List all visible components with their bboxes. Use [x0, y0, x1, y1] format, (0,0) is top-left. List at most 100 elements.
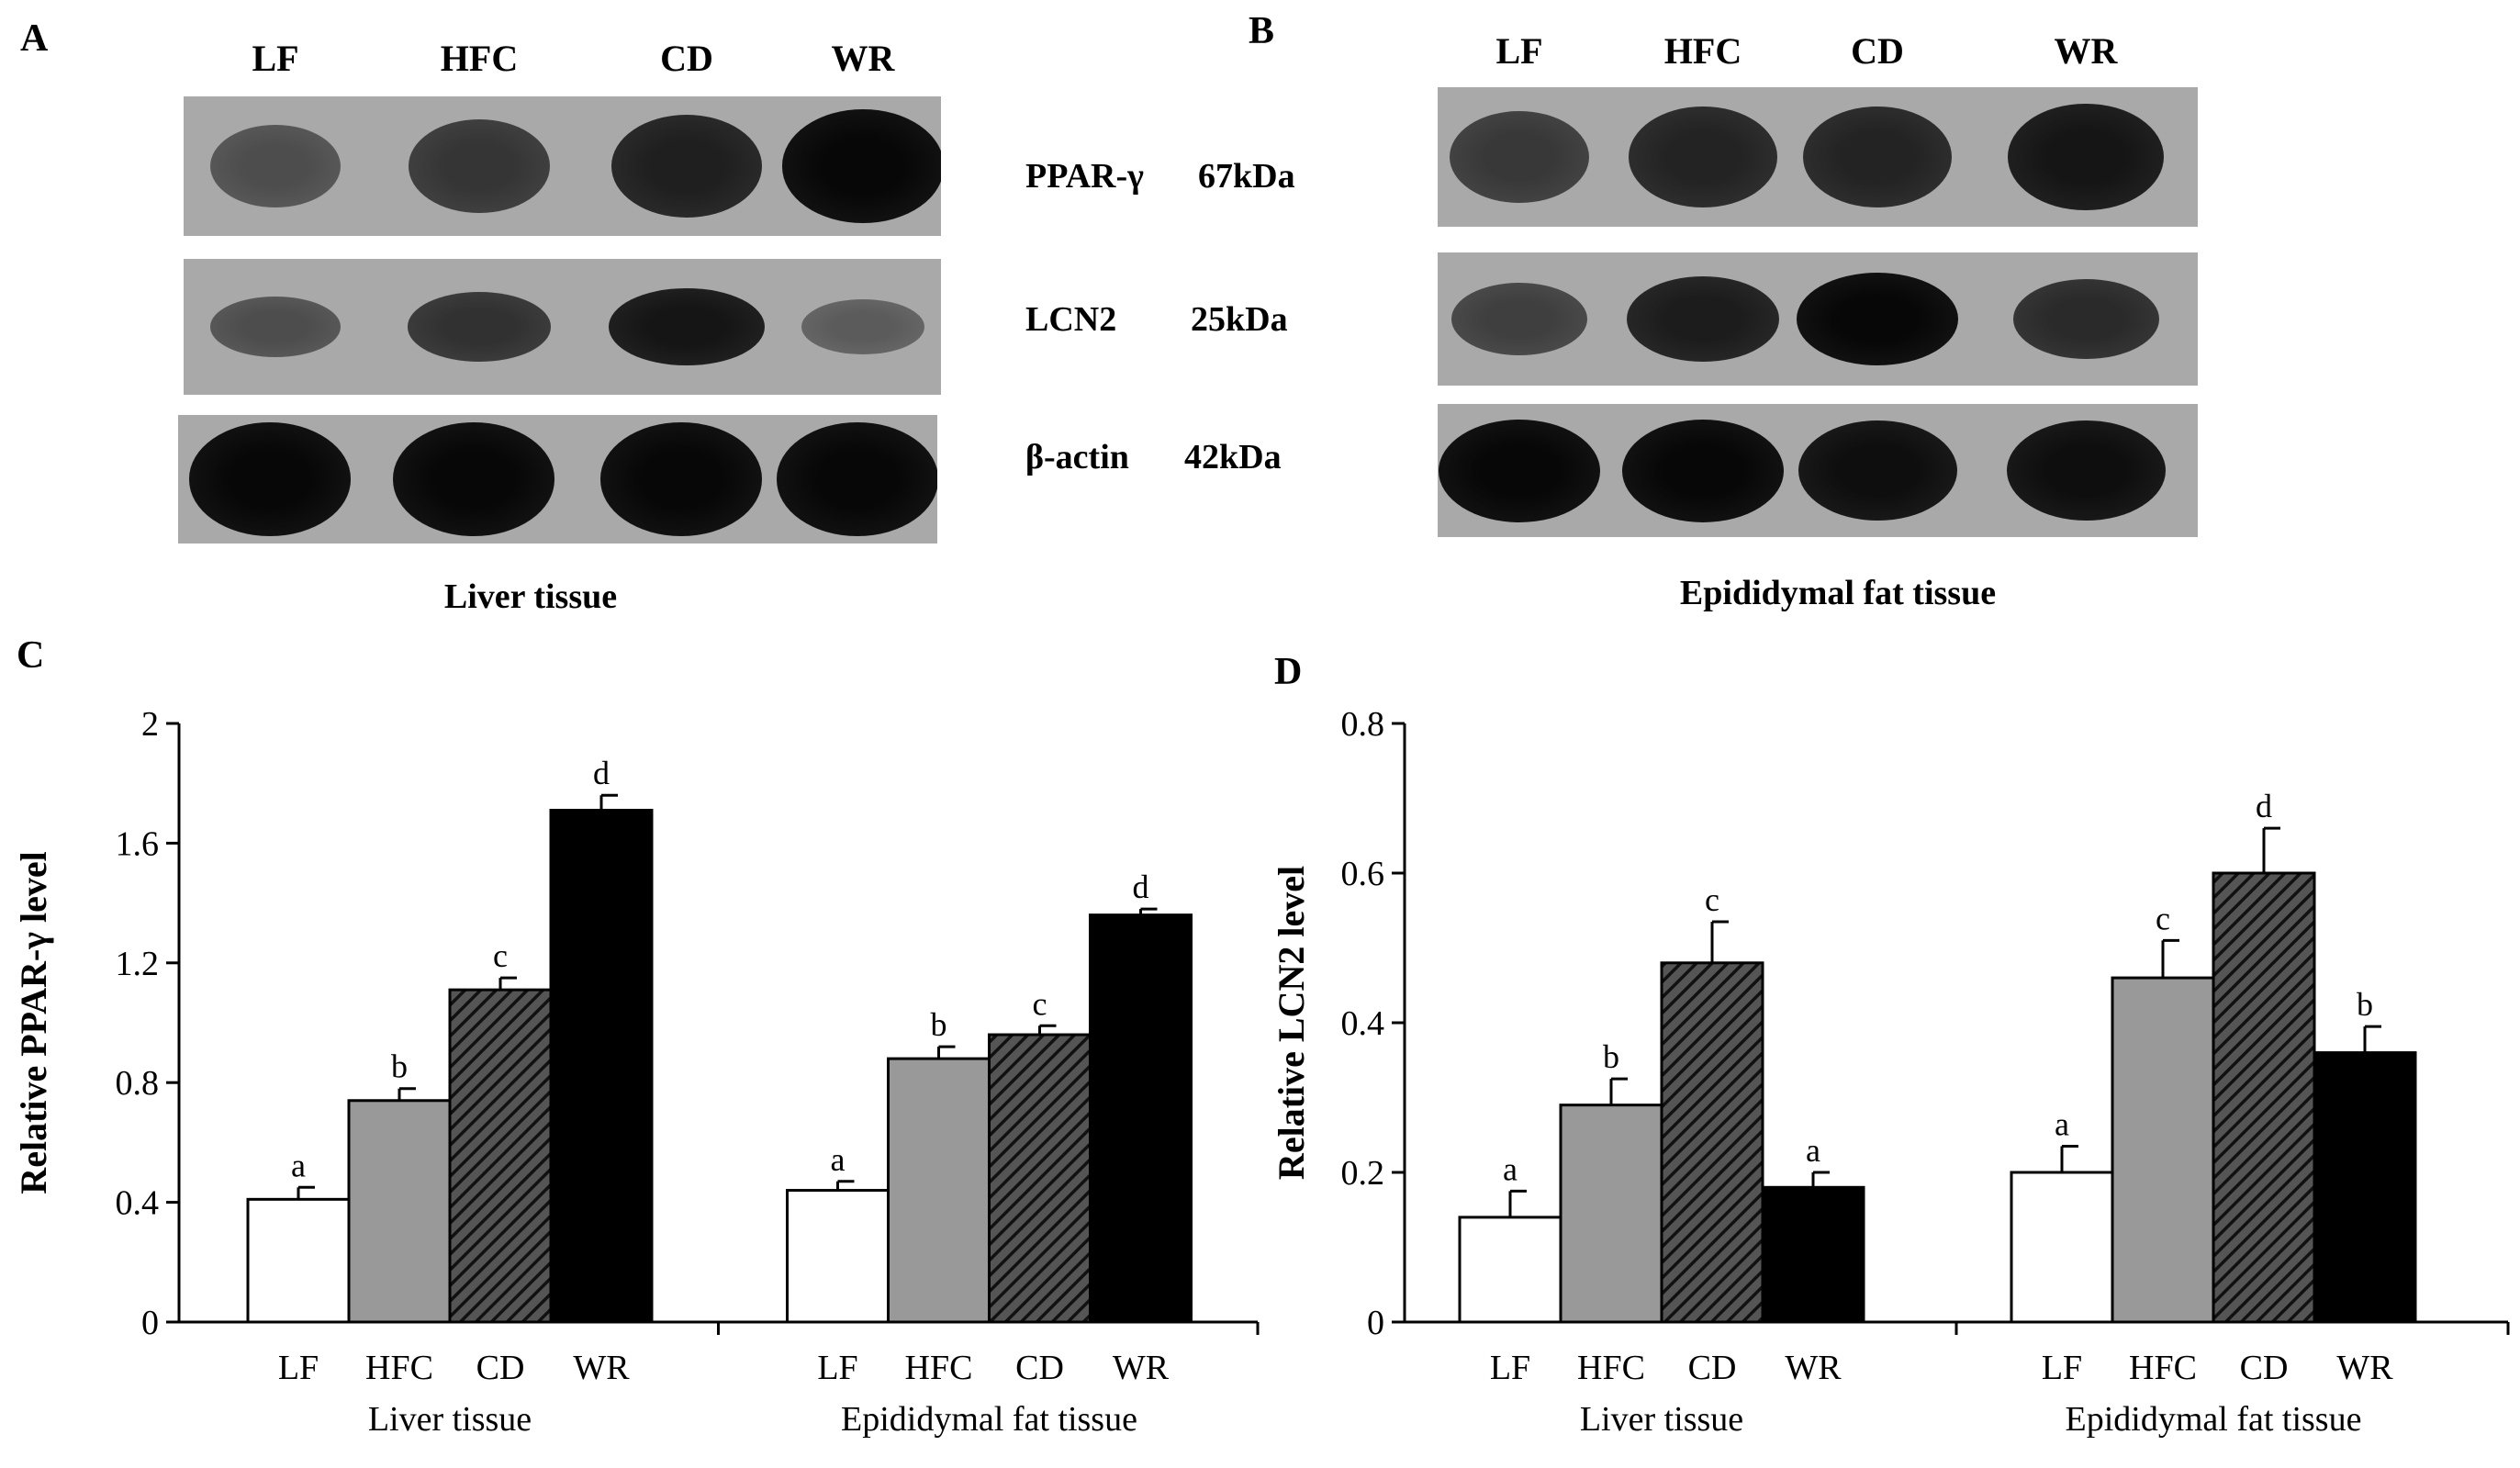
blot-b-ppar-band-4 — [2008, 103, 2164, 211]
blot-a-ppar-band-4 — [781, 109, 941, 223]
chart-c-bar-g2-hfc — [887, 1057, 991, 1324]
chart-c-group-label-2: Epididymal fat tissue — [841, 1400, 1137, 1439]
chart-c-bar-g1-wr — [549, 809, 654, 1324]
panel-c-letter: C — [17, 634, 45, 677]
blot-a-lcn2-strip — [184, 259, 941, 395]
blot-b-actin-band-2 — [1621, 419, 1785, 522]
blot-a-actin-band-4 — [776, 422, 937, 536]
chart-d-sig-letter-g2-1: a — [2055, 1105, 2069, 1142]
chart-c-y-tick-label-0: 0 — [141, 1304, 159, 1342]
chart-c-sig-letter-g1-2: b — [391, 1048, 408, 1085]
chart-d-x-tick-label-g2-1: LF — [2042, 1349, 2082, 1387]
blot-b-actin-band-3 — [1798, 420, 1957, 521]
panel-d-letter: D — [1274, 651, 1303, 693]
chart-d-x-tick-label-g2-3: CD — [2240, 1349, 2289, 1387]
chart-c-y-tick-label-2: 0.8 — [116, 1064, 160, 1103]
chart-c-x-tick-label-g2-3: CD — [1015, 1349, 1064, 1387]
blot-a-lcn2-band-3 — [609, 287, 765, 366]
marker-lcn2-size: 25kDa — [1191, 300, 1288, 339]
blot-a-actin-band-1 — [188, 422, 352, 536]
chart-c-x-tick-label-g1-2: HFC — [365, 1349, 433, 1387]
chart-d-sig-letter-g1-2: b — [1603, 1038, 1619, 1075]
blot-b-lane-lf: LF — [1495, 30, 1543, 72]
chart-c-bar-g1-cd — [448, 988, 553, 1324]
chart-d-bar-g2-wr — [2313, 1051, 2417, 1324]
chart-c-x-tick-label-g1-3: CD — [476, 1349, 525, 1387]
chart-c-y-tick-label-5: 2 — [141, 705, 159, 744]
chart-c-x-tick-label-g1-1: LF — [278, 1349, 319, 1387]
chart-d-y-tick-label-2: 0.4 — [1341, 1004, 1385, 1043]
chart-d-sig-letter-g1-4: a — [1806, 1132, 1820, 1169]
chart-d-y-tick-label-1: 0.2 — [1341, 1154, 1385, 1193]
chart-c-group-label-1: Liver tissue — [368, 1400, 532, 1439]
chart-d-x-tick-label-g1-2: HFC — [1577, 1349, 1645, 1387]
blot-a-actin-band-3 — [599, 422, 763, 536]
blot-b-lcn2-strip — [1438, 252, 2198, 386]
chart-c-x-tick-label-g2-2: HFC — [905, 1349, 973, 1387]
marker-lcn2-protein: LCN2 — [1025, 300, 1117, 339]
chart-c-bar-g2-cd — [988, 1033, 1092, 1324]
chart-c-y-tick-label-3: 1.2 — [116, 945, 160, 983]
chart-d-sig-letter-g2-2: c — [2156, 900, 2170, 936]
chart-d-x-tick-label-g1-1: LF — [1490, 1349, 1530, 1387]
blot-b-lane-wr: WR — [2054, 30, 2118, 72]
blot-a-actin-band-2 — [392, 422, 555, 536]
chart-d-y-axis-label: Relative LCN2 level — [1271, 866, 1312, 1180]
chart-d-bar-g2-lf — [2010, 1171, 2114, 1324]
chart-d-x-tick-label-g1-3: CD — [1688, 1349, 1737, 1387]
chart-d-group-label-1: Liver tissue — [1580, 1400, 1743, 1439]
blot-a-lane-hfc: HFC — [440, 38, 519, 79]
chart-c-x-tick-label-g1-4: WR — [573, 1349, 630, 1387]
chart-c-sig-letter-g2-1: a — [831, 1141, 846, 1178]
blot-b-actin-band-4 — [2006, 420, 2166, 521]
chart-d-sig-letter-g1-1: a — [1503, 1150, 1518, 1187]
blot-a-caption: Liver tissue — [443, 577, 618, 616]
chart-d-sig-letter-g2-4: b — [2357, 986, 2373, 1023]
chart-c-sig-letter-g2-2: b — [931, 1006, 947, 1043]
blot-b-lcn2-band-3 — [1796, 273, 1959, 365]
chart-d-x-tick-label-g1-4: WR — [1785, 1349, 1842, 1387]
chart-c-ppar: 0 0.4 0.8 1.2 1.6 2 Relative PPAR-γ level a LF b H… — [13, 705, 1260, 1439]
blot-a-lane-cd: CD — [660, 38, 713, 79]
chart-c-bar-g2-lf — [786, 1189, 890, 1324]
panel-b-letter: B — [1249, 10, 1275, 52]
chart-d-sig-letter-g2-3: d — [2256, 788, 2272, 824]
chart-c-sig-letter-g2-4: d — [1133, 868, 1149, 905]
blot-a-actin-strip — [178, 415, 937, 543]
blot-a-ppar-band-2 — [409, 119, 550, 213]
marker-actin-size: 42kDa — [1184, 438, 1282, 476]
chart-c-bar-g2-wr — [1089, 913, 1193, 1324]
chart-c-bar-g1-lf — [246, 1197, 351, 1324]
blot-b-ppar-band-1 — [1450, 110, 1589, 204]
chart-d-y-tick-label-4: 0.8 — [1341, 705, 1385, 744]
chart-d-x-tick-label-g2-2: HFC — [2129, 1349, 2197, 1387]
blot-a-lcn2-band-1 — [210, 297, 341, 357]
chart-c-sig-letter-g1-1: a — [291, 1147, 306, 1183]
blot-a-ppar-band-1 — [210, 124, 341, 208]
chart-d-y-tick-label-3: 0.6 — [1341, 855, 1385, 893]
marker-ppar-protein: PPAR-γ — [1025, 157, 1144, 196]
chart-c-y-axis-label: Relative PPAR-γ level — [13, 851, 54, 1193]
marker-actin-protein: β-actin — [1025, 438, 1129, 476]
chart-d-sig-letter-g1-3: c — [1705, 881, 1719, 918]
blot-b-lcn2-band-1 — [1450, 282, 1588, 356]
chart-d-bar-g2-cd — [2212, 871, 2316, 1324]
blot-a-ppar-band-3 — [610, 115, 763, 218]
chart-d-bar-g1-hfc — [1559, 1104, 1663, 1324]
chart-c-sig-letter-g1-3: c — [493, 937, 508, 974]
chart-d-lcn2: 0 0.2 0.4 0.6 0.8 Relative LCN2 level a LF b HFC c… — [1271, 705, 2510, 1439]
chart-c-sig-letter-g1-4: d — [593, 755, 610, 791]
marker-ppar-size: 67kDa — [1198, 157, 1295, 196]
panel-a-letter: A — [20, 17, 49, 60]
chart-d-group-label-2: Epididymal fat tissue — [2066, 1400, 2362, 1439]
chart-d-bar-g1-wr — [1761, 1185, 1865, 1324]
chart-c-y-tick-label-4: 1.6 — [116, 824, 160, 863]
blot-a-ppar-strip — [184, 96, 941, 236]
chart-c-bar-g1-hfc — [347, 1099, 452, 1324]
blot-b-actin-band-1 — [1438, 419, 1601, 522]
blot-b-actin-strip — [1438, 404, 2198, 537]
chart-c-x-tick-label-g2-4: WR — [1113, 1349, 1170, 1387]
chart-c-x-tick-label-g2-1: LF — [817, 1349, 857, 1387]
chart-d-bar-g1-cd — [1660, 961, 1764, 1324]
blot-b-lane-hfc: HFC — [1663, 30, 1742, 72]
